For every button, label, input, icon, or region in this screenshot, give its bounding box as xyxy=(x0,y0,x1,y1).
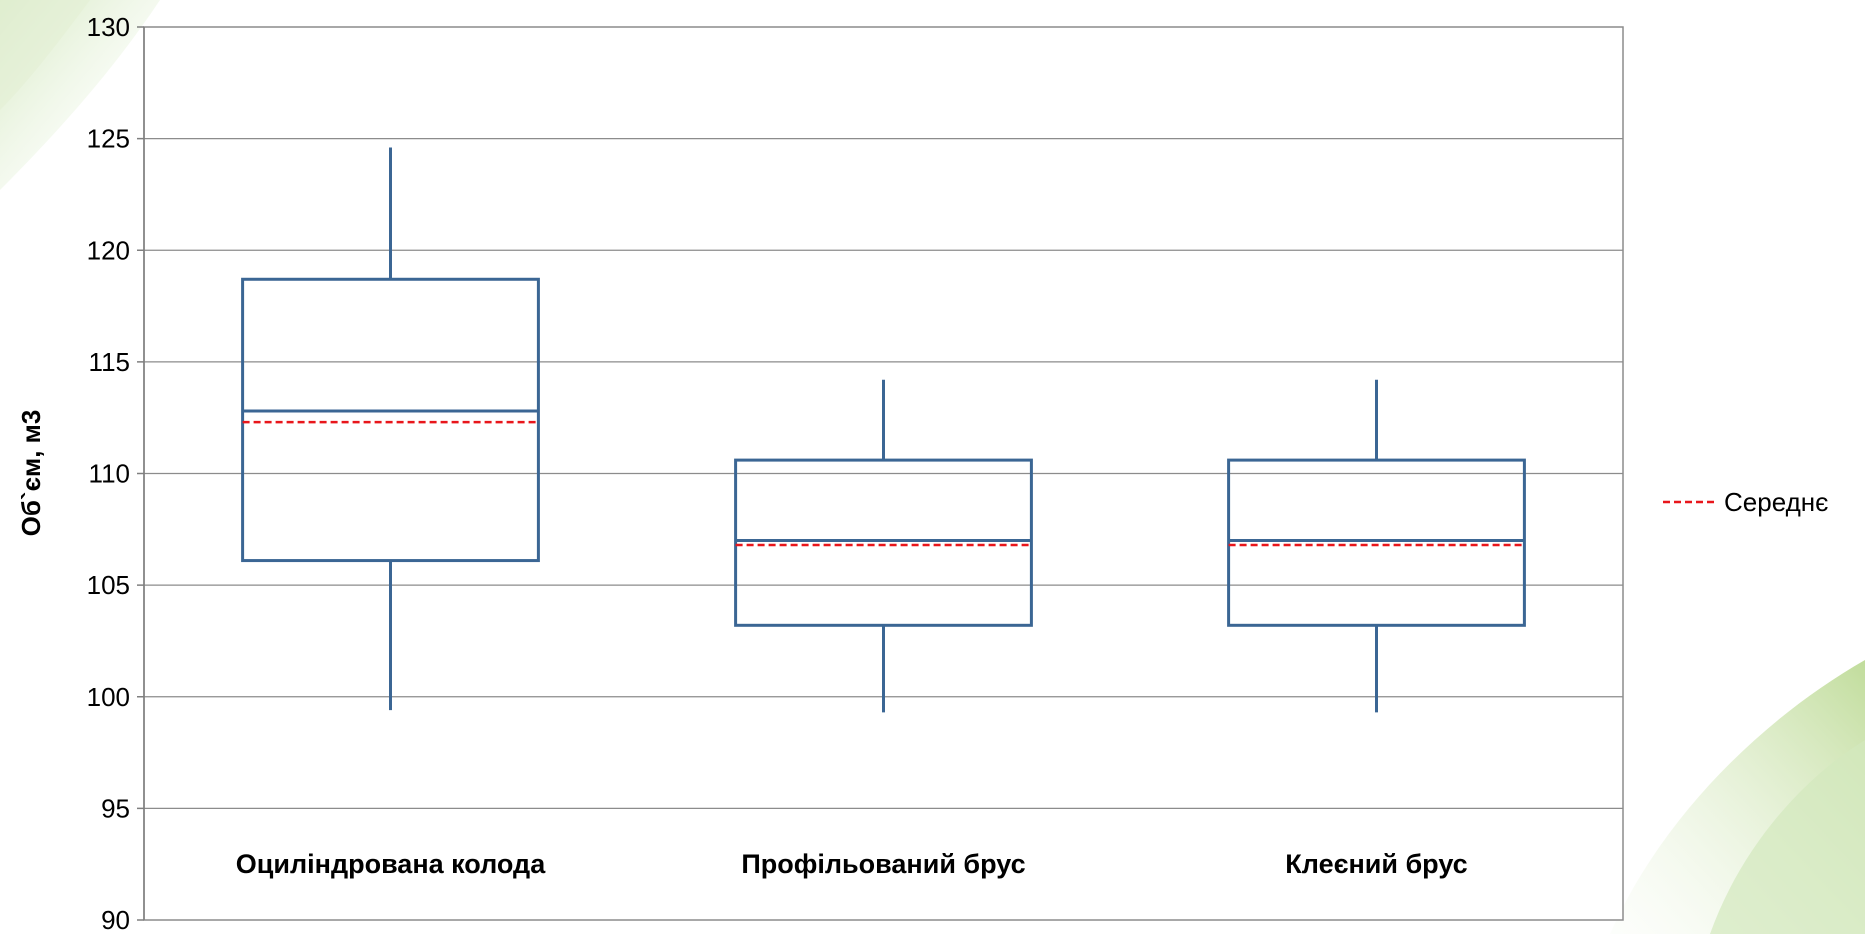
category-label-3: Клеєний брус xyxy=(1285,849,1467,879)
top-left-swoosh-inner xyxy=(0,0,90,110)
y-tick-label-120: 120 xyxy=(87,235,130,265)
iqr-box xyxy=(241,277,540,563)
y-tick-label-110: 110 xyxy=(89,459,130,489)
y-axis-title: Об`єм, м3 xyxy=(16,410,46,537)
iqr-box xyxy=(734,458,1033,627)
y-tick-label-100: 100 xyxy=(87,682,130,712)
box-group-2 xyxy=(734,379,1033,713)
legend-mean-label: Середнє xyxy=(1724,487,1828,517)
y-tick-label-115: 115 xyxy=(89,347,130,377)
category-labels: Оциліндрована колода Профільований брус Кл… xyxy=(236,849,1468,879)
y-tick-label-90: 90 xyxy=(101,905,130,934)
y-tick-label-125: 125 xyxy=(87,124,130,154)
legend: Середнє xyxy=(1663,487,1828,517)
y-tick-label-130: 130 xyxy=(87,12,130,42)
y-tick-label-105: 105 xyxy=(87,570,130,600)
y-tick-label-95: 95 xyxy=(101,793,130,823)
box-group-3 xyxy=(1227,379,1526,713)
category-label-2: Профільований брус xyxy=(741,849,1025,879)
boxes xyxy=(241,147,1526,713)
y-tick-labels: 90 95 100 105 110 115 120 125 130 xyxy=(87,12,144,935)
category-label-1: Оциліндрована колода xyxy=(236,849,546,879)
iqr-box xyxy=(1227,458,1526,627)
bottom-right-swoosh-inner xyxy=(1710,740,1865,934)
box-group-1 xyxy=(241,147,540,711)
